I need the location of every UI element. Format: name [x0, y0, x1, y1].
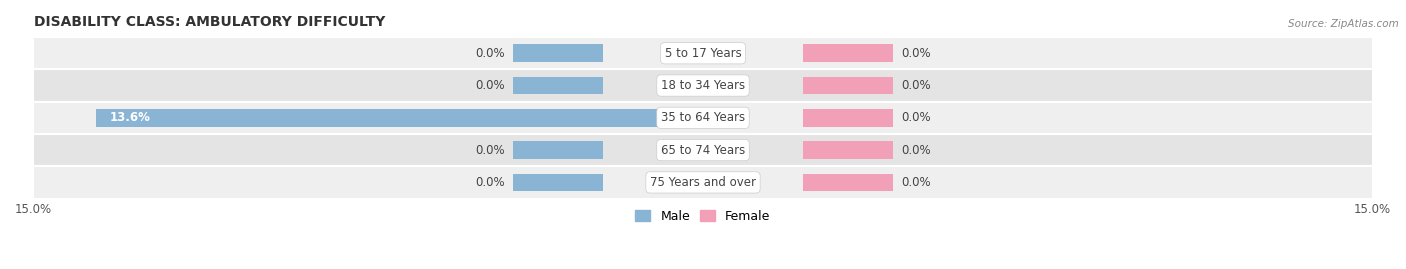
- Text: 0.0%: 0.0%: [475, 47, 505, 60]
- Bar: [803, 109, 893, 127]
- Bar: [513, 141, 603, 159]
- Text: 0.0%: 0.0%: [901, 47, 931, 60]
- Text: 13.6%: 13.6%: [110, 111, 150, 124]
- Text: 0.0%: 0.0%: [901, 111, 931, 124]
- Text: 0.0%: 0.0%: [475, 144, 505, 157]
- Bar: [803, 174, 893, 191]
- Text: 0.0%: 0.0%: [475, 176, 505, 189]
- Text: 0.0%: 0.0%: [901, 144, 931, 157]
- Text: DISABILITY CLASS: AMBULATORY DIFFICULTY: DISABILITY CLASS: AMBULATORY DIFFICULTY: [34, 15, 385, 29]
- Bar: [513, 174, 603, 191]
- Text: 0.0%: 0.0%: [475, 79, 505, 92]
- Bar: [34, 37, 1372, 69]
- Bar: [513, 77, 603, 94]
- Text: 0.0%: 0.0%: [901, 79, 931, 92]
- Bar: [96, 109, 703, 127]
- Text: 65 to 74 Years: 65 to 74 Years: [661, 144, 745, 157]
- Text: 0.0%: 0.0%: [901, 176, 931, 189]
- Text: 75 Years and over: 75 Years and over: [650, 176, 756, 189]
- Text: 35 to 64 Years: 35 to 64 Years: [661, 111, 745, 124]
- Bar: [513, 44, 603, 62]
- Text: Source: ZipAtlas.com: Source: ZipAtlas.com: [1288, 19, 1399, 29]
- Bar: [34, 69, 1372, 102]
- Bar: [803, 44, 893, 62]
- Bar: [34, 102, 1372, 134]
- Bar: [803, 77, 893, 94]
- Legend: Male, Female: Male, Female: [630, 205, 776, 228]
- Text: 5 to 17 Years: 5 to 17 Years: [665, 47, 741, 60]
- Bar: [34, 134, 1372, 166]
- Bar: [803, 141, 893, 159]
- Bar: [34, 166, 1372, 199]
- Text: 18 to 34 Years: 18 to 34 Years: [661, 79, 745, 92]
